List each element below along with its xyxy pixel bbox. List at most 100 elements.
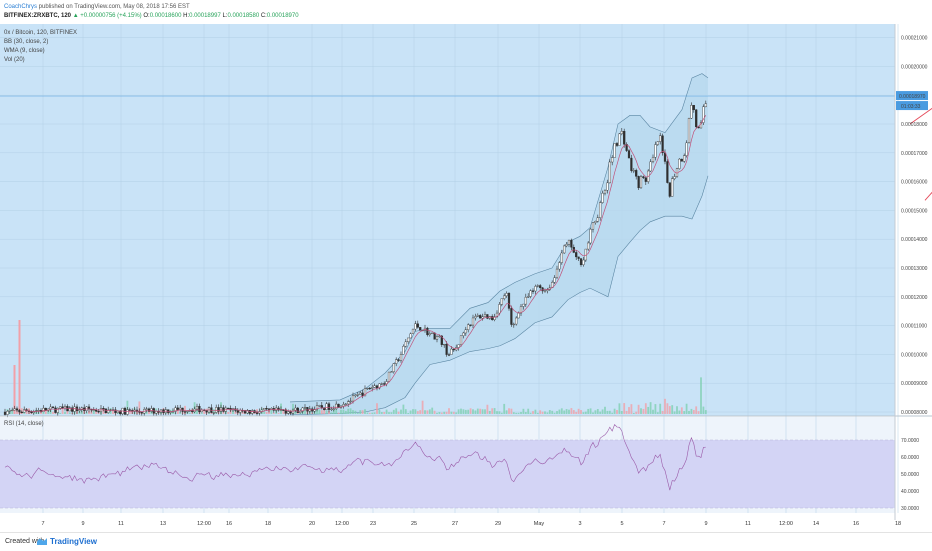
bb-upper-line xyxy=(289,73,709,403)
volume-bar xyxy=(596,409,599,414)
candle-body xyxy=(491,316,494,320)
candle-body xyxy=(378,383,381,389)
candle-body xyxy=(318,405,321,407)
volume-bar xyxy=(563,410,566,414)
volume-bar xyxy=(424,410,426,414)
volume-bar xyxy=(85,412,88,414)
candle-body xyxy=(78,409,81,411)
volume-bar xyxy=(520,411,522,414)
volume-bar xyxy=(392,409,395,414)
volume-bar xyxy=(544,411,546,414)
rsi-tick-label: 30.0000 xyxy=(901,506,919,512)
candle-body xyxy=(500,298,503,305)
candle-body xyxy=(606,182,609,191)
candle-body xyxy=(428,333,431,336)
volume-bar xyxy=(361,410,364,414)
volume-bar xyxy=(356,412,359,414)
candle-body xyxy=(409,333,412,339)
candle-body xyxy=(371,387,374,389)
candle-body xyxy=(579,258,583,266)
price-tick-label: 0.00017000 xyxy=(901,151,928,157)
candle-body xyxy=(599,202,602,218)
volume-bar xyxy=(628,407,630,414)
volume-bar xyxy=(678,410,681,414)
volume-bar xyxy=(551,410,554,414)
candle-body xyxy=(323,407,326,410)
price-axis[interactable]: 0.000210000.000200000.000190000.00018000… xyxy=(896,36,928,416)
volume-bar xyxy=(697,411,700,414)
candle-body xyxy=(589,228,592,244)
candle-body xyxy=(155,411,158,414)
candle-body xyxy=(507,293,511,309)
time-tick-label: 9 xyxy=(704,521,707,527)
volume-bar xyxy=(184,405,186,414)
volume-bar xyxy=(68,412,71,414)
volume-bar xyxy=(508,408,510,414)
volume-bar xyxy=(352,410,354,414)
candle-body xyxy=(397,359,400,361)
volume-bar xyxy=(203,409,206,414)
volume-bar xyxy=(378,409,381,414)
chart-canvas[interactable]: 70.0000 60.0000 50.0000 40.0000 30.0000 0.00… xyxy=(0,0,932,532)
volume-bar xyxy=(464,409,467,414)
volume-bar xyxy=(510,408,513,414)
candle-body xyxy=(344,403,347,405)
tradingview-brand[interactable]: TradingView xyxy=(50,537,97,546)
volume-bar xyxy=(426,410,429,414)
candle-body xyxy=(176,407,179,410)
candle-body xyxy=(623,131,626,145)
candle-body xyxy=(375,385,379,389)
candle-body xyxy=(320,405,323,408)
trendlines[interactable] xyxy=(909,32,932,201)
candle-body xyxy=(702,106,705,123)
candle-body xyxy=(287,411,290,414)
candle-body xyxy=(356,394,359,396)
candle-body xyxy=(479,315,482,319)
volume-bar xyxy=(488,410,491,414)
candle-body xyxy=(366,387,369,390)
volume-bar xyxy=(592,412,594,414)
candle-body xyxy=(236,410,239,413)
candle-body xyxy=(553,277,556,283)
volume-bar xyxy=(104,412,107,414)
volume-bar xyxy=(390,412,393,414)
candle-body xyxy=(97,411,100,413)
low-label: L: xyxy=(222,13,228,19)
volume-bar xyxy=(364,409,366,414)
price-tick-label: 0.00018000 xyxy=(901,122,928,128)
candle-body xyxy=(327,403,331,410)
candle-body xyxy=(431,332,434,334)
volume-bar xyxy=(416,411,419,414)
candle-body xyxy=(534,286,537,292)
time-tick-label: 13 xyxy=(160,521,166,527)
candle-body xyxy=(363,388,367,397)
candle-body xyxy=(267,408,271,410)
volume-bar xyxy=(632,412,635,414)
candle-body xyxy=(630,157,633,171)
candle-body xyxy=(387,371,391,382)
created-with-text: Created with xyxy=(5,538,45,545)
candle-body xyxy=(289,411,292,414)
volume-bar xyxy=(419,410,422,414)
volume-bar xyxy=(496,411,498,414)
volume-bar xyxy=(702,406,705,414)
price-tag xyxy=(896,91,928,101)
time-tick-label: 18 xyxy=(265,521,271,527)
volume-bar xyxy=(368,412,371,414)
volume-bar xyxy=(635,411,638,414)
candle-body xyxy=(198,405,201,413)
volume-bar xyxy=(594,410,597,414)
volume-bar xyxy=(500,412,503,414)
volume-bar xyxy=(23,411,26,414)
wma-polyline xyxy=(24,114,707,413)
candle-body xyxy=(359,392,362,395)
candle-body xyxy=(596,217,599,222)
volume-bar xyxy=(294,410,297,414)
volume-bar xyxy=(270,409,273,414)
time-axis[interactable]: 7 9 11 13 12:00 16 18 20 12:00 23 25 27 29 May 3 5 7 9 11 1… xyxy=(41,521,901,527)
candle-body xyxy=(654,144,657,158)
price-tick-label: 0.00013000 xyxy=(901,266,928,272)
candle-body xyxy=(351,395,355,402)
author-link[interactable]: CoachChrys xyxy=(4,4,38,10)
candle-body xyxy=(493,316,496,320)
